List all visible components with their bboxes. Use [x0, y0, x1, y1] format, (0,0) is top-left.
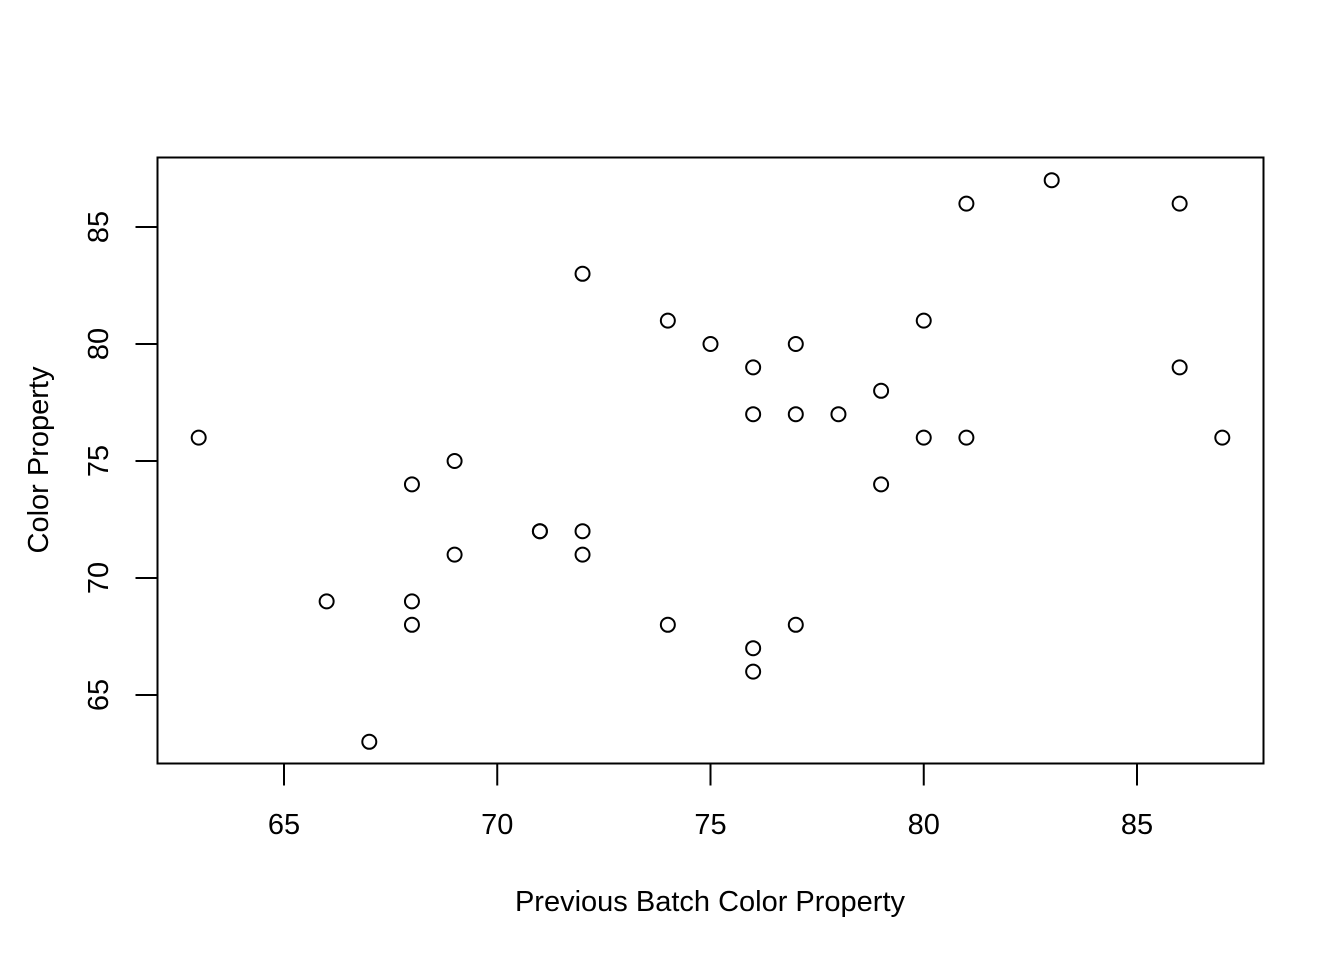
x-tick-label: 85 [1121, 809, 1153, 841]
data-point [1043, 172, 1060, 189]
data-point [745, 359, 762, 376]
data-point [574, 546, 591, 563]
x-axis: 65 70 75 80 85 [268, 762, 1153, 841]
data-point [702, 336, 719, 352]
y-tick-label: 70 [83, 562, 115, 594]
data-point [403, 616, 420, 633]
data-point [958, 429, 975, 446]
data-point [531, 523, 548, 540]
data-point [190, 429, 207, 446]
data-point [659, 616, 676, 633]
data-point [446, 546, 463, 563]
plot-frame [156, 156, 1265, 765]
data-point [787, 406, 804, 423]
y-tick-label: 80 [83, 328, 115, 360]
data-point [403, 593, 420, 610]
y-axis: 65 70 75 80 85 [83, 211, 159, 711]
data-point [446, 453, 463, 469]
data-point [1171, 195, 1188, 212]
data-point [745, 640, 762, 657]
x-axis-label: Previous Batch Color Property [515, 886, 906, 918]
data-point [1171, 359, 1188, 376]
data-point [745, 406, 762, 423]
y-tick-label: 75 [83, 445, 115, 477]
y-tick-label: 65 [83, 679, 115, 711]
data-point [873, 382, 890, 399]
data-point [403, 476, 420, 493]
data-point [958, 195, 975, 212]
y-axis-label: Color Property [23, 366, 55, 553]
data-point [318, 593, 335, 610]
data-point [787, 616, 804, 633]
data-point [745, 663, 762, 680]
y-tick-label: 85 [83, 211, 115, 243]
data-point [915, 312, 932, 329]
data-point [787, 336, 804, 352]
data-point [659, 312, 676, 329]
x-tick-label: 65 [268, 809, 300, 841]
data-point [1214, 429, 1231, 446]
x-tick-label: 75 [694, 809, 726, 841]
data-point [915, 429, 932, 446]
data-point [574, 265, 591, 282]
x-tick-label: 70 [481, 809, 513, 841]
data-points [190, 172, 1231, 750]
data-point [361, 733, 378, 750]
data-point [873, 476, 890, 493]
data-point [574, 523, 591, 540]
x-tick-label: 80 [908, 809, 940, 841]
data-point [830, 406, 847, 423]
